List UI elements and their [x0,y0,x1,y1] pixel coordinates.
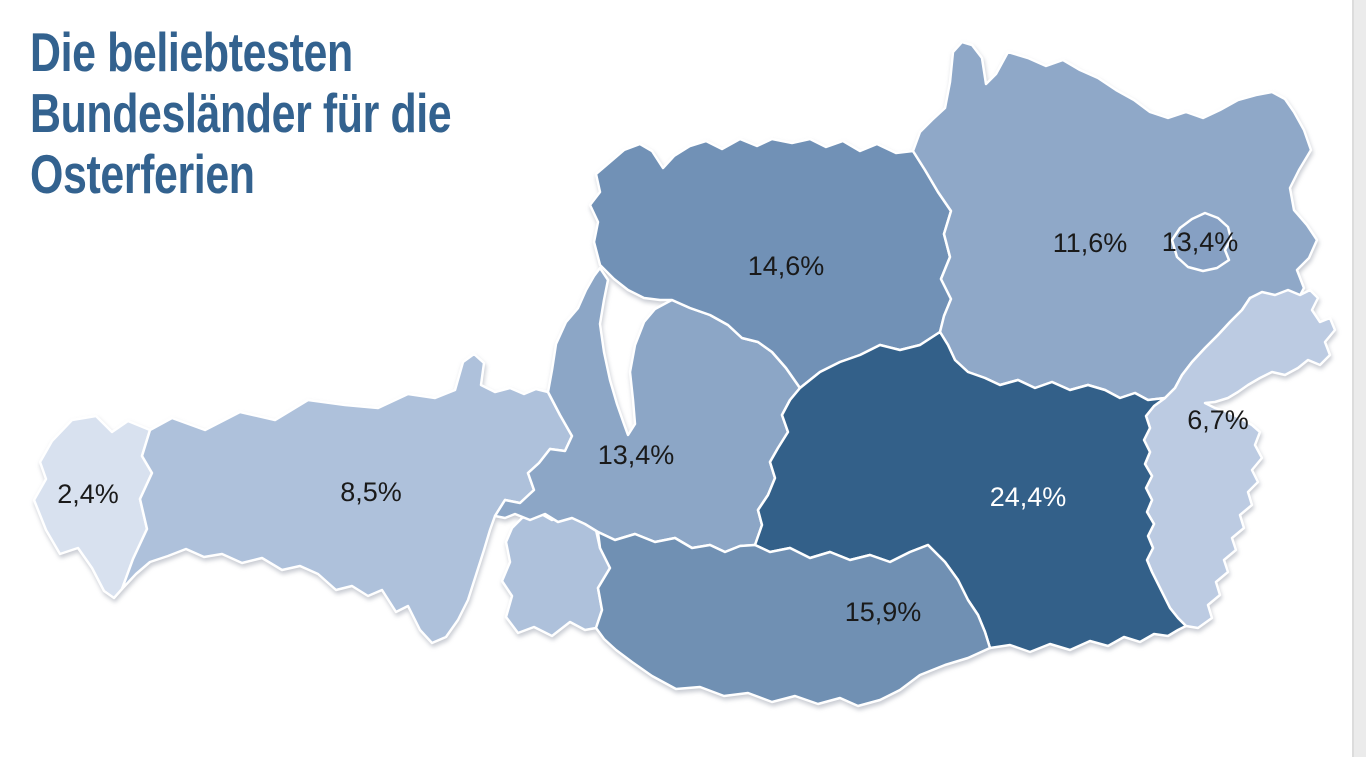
map-regions-group [32,40,1337,708]
title-line-2: Bundesländer für die [30,82,452,144]
region-label-burgenland: 6,7% [1187,405,1249,435]
region-label-steiermark: 24,4% [990,482,1067,512]
region-label-vorarlberg: 2,4% [57,479,119,509]
region-label-kaernten: 15,9% [845,597,922,627]
map-labels-group: 2,4% 8,5% 13,4% 14,6% 11,6% 13,4% 6,7% 24,4% 15,… [57,227,1249,627]
title-line-1: Die beliebtesten [30,21,353,83]
scrollbar-track[interactable] [1352,0,1366,757]
title-line-3: Osterferien [30,143,255,205]
region-kaernten[interactable] [594,530,992,708]
region-label-wien: 13,4% [1162,227,1239,257]
region-label-oberoesterreich: 14,6% [748,251,825,281]
region-tirol[interactable] [120,352,574,645]
region-label-salzburg: 13,4% [598,440,675,470]
page-title: Die beliebtesten Bundesländer für die Os… [30,21,452,205]
region-label-niederoesterreich: 11,6% [1053,228,1128,258]
region-wien[interactable] [1170,211,1233,273]
region-label-tirol: 8,5% [340,477,402,507]
